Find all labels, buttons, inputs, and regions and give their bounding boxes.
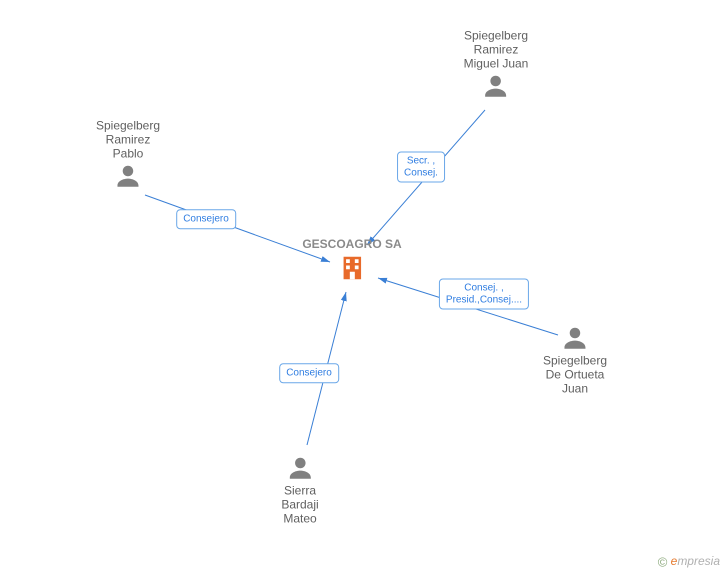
copyright-symbol: © bbox=[658, 554, 668, 569]
person-label: Spiegelberg Ramirez Miguel Juan bbox=[464, 29, 529, 70]
edge-label[interactable]: Secr. , Consej. bbox=[397, 152, 445, 183]
building-icon bbox=[337, 253, 367, 283]
edge-label[interactable]: Consej. , Presid.,Consej.... bbox=[439, 279, 529, 310]
person-label: Spiegelberg Ramirez Pablo bbox=[96, 119, 160, 160]
edge-label[interactable]: Consejero bbox=[279, 363, 339, 383]
person-node[interactable]: Spiegelberg Ramirez Pablo bbox=[96, 119, 160, 190]
company-label: GESCOAGRO SA bbox=[302, 237, 401, 251]
diagram-canvas: GESCOAGRO SA Spiegelberg Ramirez Pablo Sp… bbox=[0, 0, 728, 575]
edges-layer bbox=[0, 0, 728, 575]
person-node[interactable]: Spiegelberg Ramirez Miguel Juan bbox=[464, 29, 529, 100]
copyright: © empresia bbox=[658, 554, 720, 569]
person-icon bbox=[114, 163, 142, 191]
person-node[interactable]: Spiegelberg De Ortueta Juan bbox=[543, 324, 607, 395]
person-icon bbox=[482, 73, 510, 101]
person-icon bbox=[286, 454, 314, 482]
person-icon bbox=[561, 324, 589, 352]
edge-label[interactable]: Consejero bbox=[176, 209, 236, 229]
person-node[interactable]: Sierra Bardaji Mateo bbox=[281, 454, 318, 525]
person-label: Spiegelberg De Ortueta Juan bbox=[543, 354, 607, 395]
company-node[interactable]: GESCOAGRO SA bbox=[302, 237, 401, 283]
brand: empresia bbox=[671, 554, 720, 568]
person-label: Sierra Bardaji Mateo bbox=[281, 484, 318, 525]
